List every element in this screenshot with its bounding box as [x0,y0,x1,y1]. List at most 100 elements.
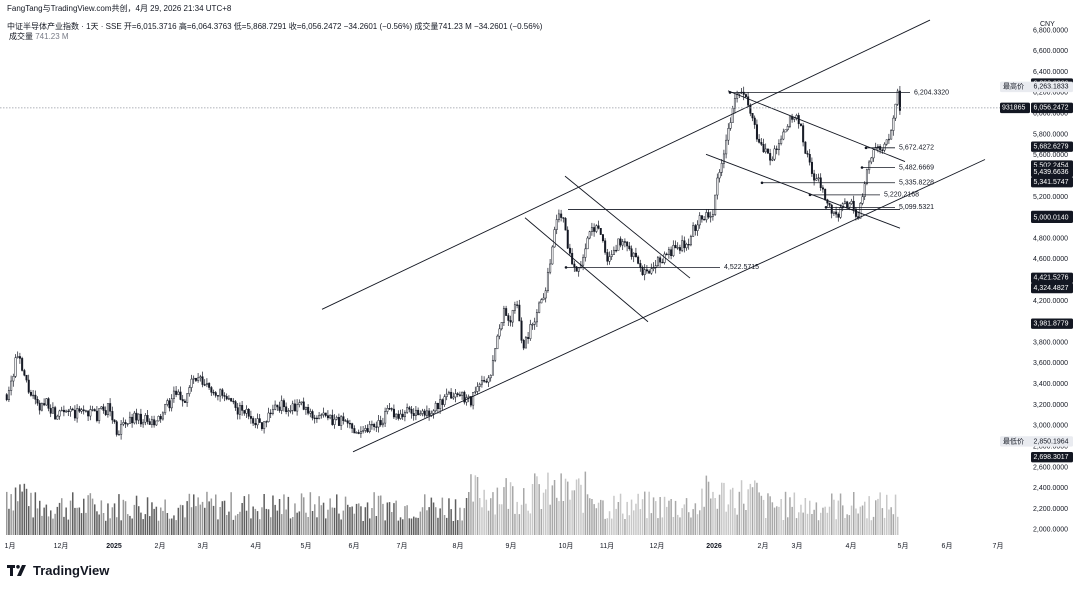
volume-bar [760,495,763,535]
symbol-name[interactable]: 中证半导体产业指数 · 1天 · SSE [7,22,122,31]
candle-body [208,383,211,388]
volume-bar [714,498,716,535]
volume-bar [294,503,296,535]
candle-body [221,389,224,396]
volume-label[interactable]: 成交量 [9,32,33,41]
volume-bar [327,509,329,535]
candle-body [626,241,629,247]
candle-body [652,267,655,270]
candle-body [780,138,783,144]
volume-bar [591,499,593,535]
volume-bar [184,517,186,535]
volume-bar [776,506,778,535]
candle-body [516,304,519,306]
volume-bar [479,498,481,535]
candle-body [568,247,571,254]
candle-body [25,374,28,381]
volume-bar [371,508,373,535]
volume-bar [551,485,554,535]
candle-body [729,122,732,129]
candle-body [786,126,789,130]
volume-bar [96,511,98,535]
candle-body [186,393,189,403]
candle-body [271,409,274,414]
volume-bar [496,487,499,535]
candle-body [590,227,593,232]
volume-bar [432,502,435,535]
volume-bar [298,511,301,535]
volume-bar [360,506,362,535]
volume-bar [540,509,543,535]
volume-bar [842,505,844,535]
volume-bar [259,519,261,535]
candle-body [304,406,307,410]
candle-body [117,434,120,436]
volume-bar [199,504,202,535]
volume-bar [877,498,879,535]
volume-bar [261,507,263,535]
candle-body [150,419,153,425]
candle-body [854,208,857,217]
candle-body [678,247,681,251]
volume-bar [171,518,173,535]
volume-bar [749,483,752,535]
volume-bar [481,507,483,535]
volume-bar [164,499,166,535]
candle-body [397,413,400,419]
candle-body [49,408,52,414]
candle-body [278,406,281,411]
candle-body [392,408,395,418]
volume-bar [190,507,193,535]
volume-bar [52,518,54,535]
trend-line[interactable] [321,19,931,310]
candle-body [98,408,101,421]
candle-body [210,387,213,393]
candle-body [694,225,697,231]
volume-bar [204,507,206,535]
volume-bar [771,502,774,535]
candle-body [419,413,422,416]
volume-bar [780,499,782,535]
horizontal-level-label: 4,522.5715 [724,264,759,271]
volume-bar [413,516,415,535]
candle-body [60,409,63,412]
volume-bar [347,504,349,535]
volume-bar [721,482,723,535]
extreme-badge-tag: 最低价 [1003,436,1024,445]
volume-bar [160,507,162,535]
candle-body [135,412,138,421]
volume-bar [98,514,100,535]
candle-body [753,117,756,125]
level-anchor-dot [728,91,732,94]
y-tick-label: 3,800.0000 [1033,339,1068,346]
volume-bar [569,499,571,535]
candle-body [254,422,257,426]
trend-line[interactable] [727,90,906,162]
volume-bar [256,511,259,535]
candle-body [377,420,380,428]
candle-body [307,406,310,414]
candle-body [5,394,8,401]
volume-bar [74,507,76,535]
candle-body [531,324,534,326]
volume-bar [25,488,28,535]
candle-body [346,420,349,424]
volume-bar [624,519,626,535]
candle-body [124,422,127,425]
trend-line[interactable] [705,153,901,229]
candle-body [744,94,747,97]
trend-line[interactable] [352,159,986,453]
trend-line[interactable] [524,217,649,323]
volume-bar [168,518,171,535]
volume-bar [492,492,494,535]
volume-bar [140,512,142,535]
tradingview-logo[interactable]: TradingView [7,563,109,578]
trend-line[interactable] [564,175,691,279]
candle-body [247,408,250,417]
volume-bar [8,508,10,535]
candle-body [472,391,475,406]
volume-bar [890,507,892,535]
x-tick-label: 8月 [453,542,464,550]
volume-bar [747,489,749,535]
